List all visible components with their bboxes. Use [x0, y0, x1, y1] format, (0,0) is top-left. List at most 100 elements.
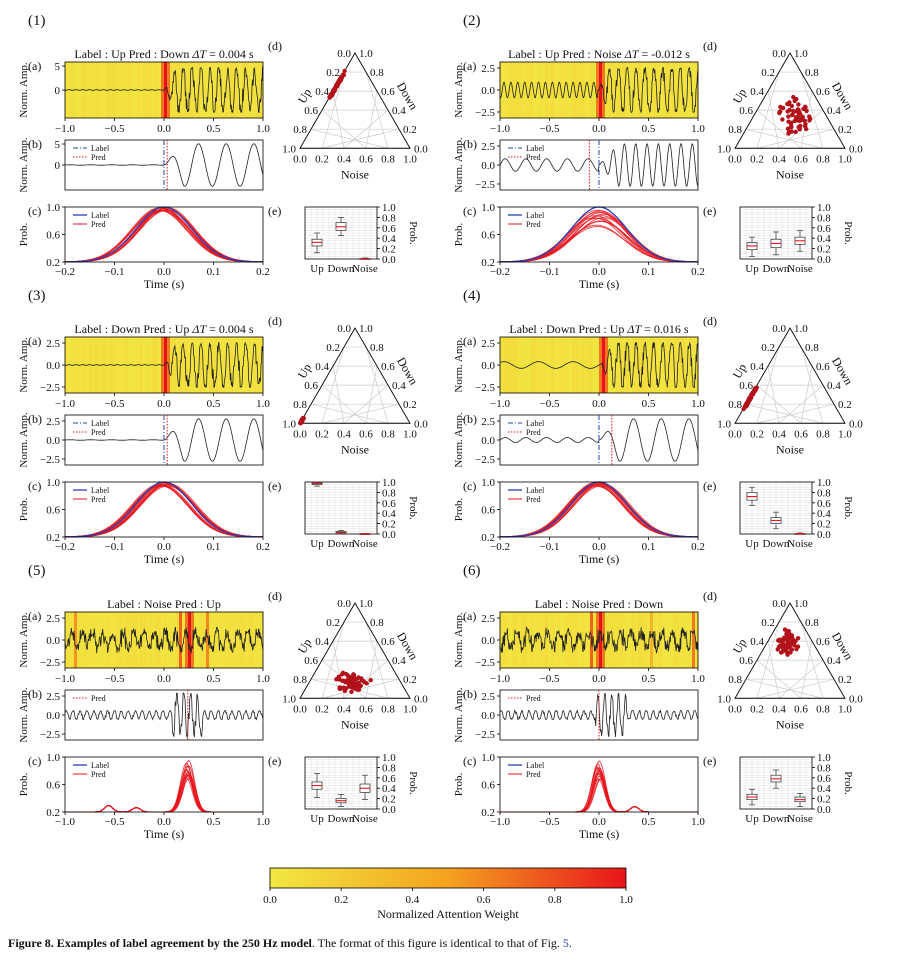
- ternary-up-tick: 0.6: [739, 380, 753, 392]
- x-axis-label: Time (s): [579, 827, 620, 841]
- attention-cell: [134, 612, 138, 668]
- attention-cell: [656, 612, 660, 668]
- ternary-up-label: Up: [295, 361, 314, 381]
- panel-number: (5): [28, 563, 46, 579]
- box-y-axis-label: Prob.: [842, 221, 854, 245]
- pred-curve: [64, 485, 263, 538]
- attention-cell: [227, 62, 231, 118]
- ternary-point: [741, 406, 746, 412]
- ternary-up-tick: 1.0: [282, 693, 296, 705]
- caption-figure-link[interactable]: 5: [562, 936, 569, 950]
- attention-cell: [686, 62, 690, 118]
- colorbar-tick-label: 0.0: [263, 894, 277, 906]
- legend-label-text: Label: [91, 144, 110, 153]
- ternary-noise-tick: 0.0: [293, 428, 307, 440]
- y-axis-label: Norm. Amp.: [453, 337, 465, 393]
- box-y-tick-label: 0.4: [817, 783, 831, 795]
- box-category-label: Up: [745, 263, 759, 275]
- ternary-down-tick: 0.8: [370, 342, 384, 354]
- ternary-noise-tick: 0.2: [315, 428, 329, 440]
- attention-cell: [524, 337, 528, 393]
- title-main: Label : Up Pred : Down: [74, 47, 192, 61]
- x-tick-label: 0.0: [592, 541, 606, 553]
- x-tick-label: −0.2: [55, 266, 75, 278]
- ternary-point: [786, 114, 791, 119]
- colorbar-tick-label: 0.6: [477, 894, 491, 906]
- ternary-down-tick: 1.0: [359, 48, 373, 60]
- panel-number: (4): [463, 288, 481, 304]
- ternary-frame: [299, 602, 411, 699]
- ternary-noise-tick: 0.8: [816, 428, 830, 440]
- ternary-point: [368, 677, 373, 683]
- attention-cell: [74, 612, 78, 668]
- attention-cell: [215, 612, 219, 668]
- ternary-up-tick: 0.2: [761, 617, 775, 629]
- attention-cell: [221, 62, 225, 118]
- x-tick-label: 0.5: [642, 816, 656, 828]
- box-category-label: Down: [328, 263, 355, 275]
- attention-cell: [638, 62, 642, 118]
- attention-cell: [587, 337, 591, 393]
- axes-frame: [304, 206, 378, 260]
- attention-cell: [245, 62, 249, 118]
- attention-cell: [182, 337, 186, 393]
- x-tick-label: 0.5: [207, 673, 221, 685]
- attention-cell: [581, 612, 585, 668]
- ternary-grid: [800, 366, 813, 424]
- ternary-point: [796, 107, 801, 113]
- ternary-point: [298, 419, 304, 424]
- box-y-tick-label: 0.2: [817, 244, 831, 256]
- box-y-tick-label: 0.2: [382, 519, 396, 531]
- x-tick-label: −0.5: [540, 123, 560, 135]
- ternary-point: [332, 87, 338, 93]
- attention-cell: [509, 337, 513, 393]
- x-axis-label: Time (s): [579, 552, 620, 566]
- x-tick-label: −1.0: [490, 816, 510, 828]
- y-axis-label: Prob.: [453, 772, 465, 796]
- attention-cell: [599, 337, 603, 393]
- y-tick-label: 0.2: [481, 807, 495, 819]
- ternary-grid: [756, 403, 835, 424]
- ternary-grid: [321, 384, 367, 424]
- x-tick-label: 0.5: [207, 816, 221, 828]
- attention-cell: [203, 337, 207, 393]
- axes-frame: [739, 481, 813, 535]
- subpanel-label: (d): [268, 39, 282, 53]
- panel-title: Label : Noise Pred : Up: [107, 597, 221, 611]
- x-tick-label: −1.0: [55, 123, 75, 135]
- legend-pred-text: Pred: [91, 770, 106, 779]
- ternary-grid: [756, 109, 802, 149]
- box-y-tick-label: 0.6: [382, 773, 396, 785]
- ternary-up-tick: 0.6: [304, 655, 318, 667]
- attention-cell: [245, 612, 249, 668]
- ternary-grid: [800, 71, 824, 149]
- attention-cell: [107, 612, 111, 668]
- ternary-noise-tick: 0.2: [750, 428, 764, 440]
- box-category-label: Noise: [352, 538, 378, 550]
- ternary-noise-tick: 1.0: [403, 428, 417, 440]
- attention-cell: [221, 337, 225, 393]
- ternary-up-tick: 0.0: [772, 48, 786, 60]
- subpanel-label: (a): [28, 609, 41, 623]
- attention-cell: [680, 612, 684, 668]
- legend-b: Pred: [73, 694, 106, 703]
- x-tick-label: 0.0: [592, 398, 606, 410]
- attention-cell: [536, 62, 540, 118]
- box-y-axis-label: Prob.: [407, 221, 419, 245]
- ternary-up-tick: 0.4: [315, 361, 329, 373]
- subpanel-label: (a): [463, 59, 476, 73]
- x-tick-label: 0.2: [691, 541, 705, 553]
- attention-cell: [539, 337, 543, 393]
- attention-cell: [572, 612, 576, 668]
- x-tick-label: −0.1: [540, 266, 560, 278]
- ternary-point: [794, 96, 799, 102]
- ternary-noise-tick: 0.4: [772, 703, 786, 715]
- box-y-tick-label: 0.4: [382, 233, 396, 245]
- chart-panel: (6) (a) Label : Noise Pred : Down 2.5 0.0 −2.…: [453, 563, 863, 841]
- y-tick-label: 0.6: [481, 230, 495, 242]
- attention-cell: [239, 612, 243, 668]
- ternary-noise-label: Noise: [776, 442, 804, 456]
- attention-cell: [584, 337, 588, 393]
